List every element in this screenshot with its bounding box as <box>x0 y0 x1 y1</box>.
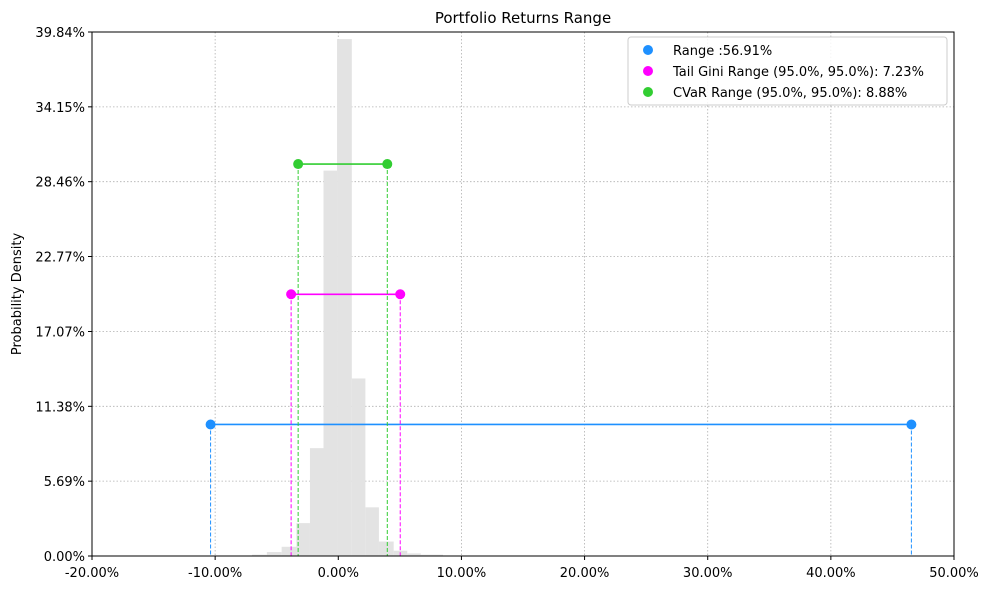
range-marker <box>395 289 406 300</box>
histogram-bar <box>351 378 366 556</box>
y-tick-label: 22.77% <box>35 251 85 266</box>
x-tick-label: 40.00% <box>806 566 856 581</box>
y-tick-label: 34.15% <box>35 101 85 116</box>
range-series-1 <box>286 289 406 556</box>
histogram-bar <box>407 553 421 556</box>
x-tick-label: 0.00% <box>318 566 359 581</box>
x-tick-label: 30.00% <box>683 566 733 581</box>
legend-label: Range :56.91% <box>673 44 772 59</box>
axis-ticks: -20.00% -10.00% 0.00% 10.00% 20.00% 30.00% 40.… <box>35 26 978 581</box>
legend-box <box>627 36 948 106</box>
x-tick-label: 50.00% <box>929 566 979 581</box>
histogram-bar <box>420 554 443 556</box>
y-tick-label: 0.00% <box>44 550 85 565</box>
histogram-bar <box>252 554 267 556</box>
y-tick-label: 17.07% <box>35 325 85 340</box>
histogram-bar <box>266 552 282 556</box>
x-tick-label: 10.00% <box>437 566 487 581</box>
chart-title: Portfolio Returns Range <box>435 9 611 27</box>
histogram-bar <box>323 170 338 556</box>
histogram-bar <box>281 546 297 556</box>
range-marker <box>205 419 216 430</box>
histogram-bar <box>365 507 379 556</box>
histogram-bar <box>378 541 394 556</box>
range-marker <box>906 419 917 430</box>
histogram-bar <box>309 448 324 556</box>
y-tick-label: 5.69% <box>44 475 85 490</box>
range-series-2 <box>293 159 393 556</box>
y-tick-label: 39.84% <box>35 26 85 41</box>
legend-marker <box>643 45 653 55</box>
range-marker <box>286 289 297 300</box>
range-series <box>205 159 917 556</box>
legend-label: CVaR Range (95.0%, 95.0%): 8.88% <box>673 86 907 101</box>
y-axis-label: Probability Density <box>10 233 25 356</box>
legend: Range :56.91% Tail Gini Range (95.0%, 95.… <box>627 36 948 106</box>
range-series-0 <box>205 419 917 556</box>
x-tick-label: 20.00% <box>560 566 610 581</box>
histogram-bar <box>337 39 352 556</box>
histogram-bar <box>296 523 310 556</box>
plot-frame <box>91 31 955 557</box>
legend-marker <box>643 87 653 97</box>
legend-marker <box>643 66 653 76</box>
y-tick-label: 28.46% <box>35 176 85 191</box>
x-tick-label: -20.00% <box>65 566 119 581</box>
range-marker <box>382 159 393 170</box>
range-marker <box>293 159 304 170</box>
histogram <box>252 39 443 556</box>
y-tick-label: 11.38% <box>35 400 85 415</box>
legend-label: Tail Gini Range (95.0%, 95.0%): 7.23% <box>672 65 924 80</box>
x-tick-label: -10.00% <box>188 566 242 581</box>
